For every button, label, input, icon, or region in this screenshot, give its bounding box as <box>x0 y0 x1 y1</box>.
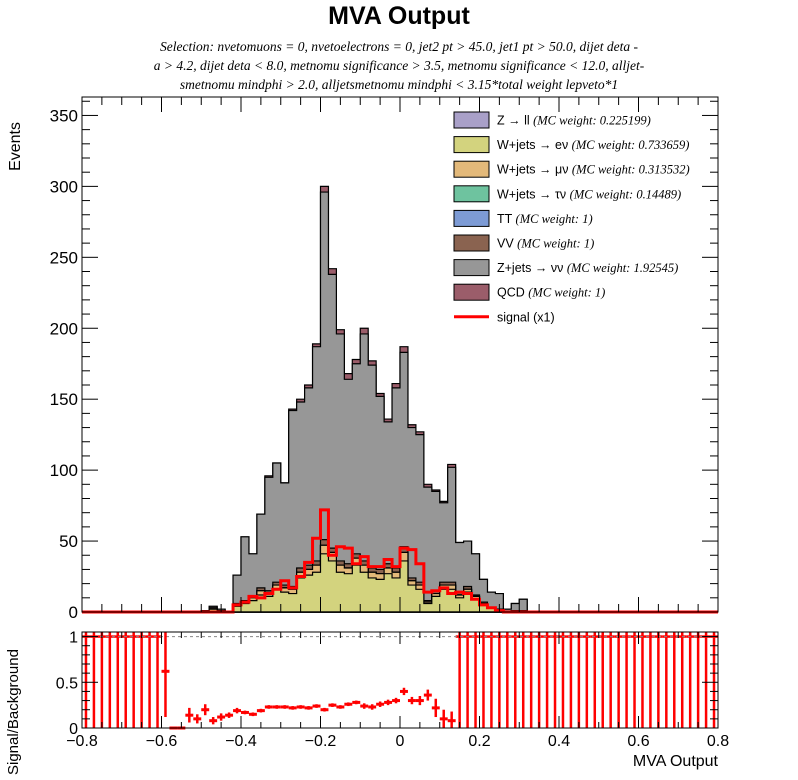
ratio-point <box>392 697 400 704</box>
main-y-tick-label: 350 <box>50 106 78 125</box>
main-plot: 0 50 100 150 200 250 300 350 <box>50 96 719 622</box>
legend: Z → ll (MC weight: 0.225199) W+jets → eν … <box>453 111 690 324</box>
legend-swatch-znunu <box>453 259 490 277</box>
legend-label-signal: signal (x1) <box>497 310 555 324</box>
ratio-point <box>344 702 353 707</box>
ratio-point <box>288 706 297 710</box>
ratio-point <box>304 706 313 710</box>
ratio-point <box>368 704 377 710</box>
main-y-tick-label: 50 <box>59 532 78 551</box>
legend-label-tt: TT (MC weight: 1) <box>497 212 593 226</box>
ratio-point <box>415 696 424 706</box>
ratio-point <box>256 708 265 713</box>
legend-label-wtaunu: W+jets → τν (MC weight: 0.14489) <box>497 187 681 201</box>
legend-swatch-tt <box>453 209 490 227</box>
selection-line-1: Selection: nvetomuons = 0, nvetoelectron… <box>160 39 638 54</box>
legend-entry-wenu: W+jets → eν (MC weight: 0.733659) <box>453 136 689 154</box>
legend-entry-tt: TT (MC weight: 1) <box>453 209 593 227</box>
legend-entry-vv: VV (MC weight: 1) <box>453 234 594 252</box>
ratio-y-tick-label: 0.5 <box>56 675 78 692</box>
ratio-x-tick-label: −0.2 <box>305 733 337 750</box>
ratio-y-axis-label: Signal/Background <box>5 649 22 775</box>
ratio-point <box>328 703 337 707</box>
ratio-point <box>384 699 393 706</box>
ratio-frame <box>81 631 719 729</box>
ratio-x-tick-label: 0.2 <box>468 733 490 750</box>
legend-swatch-wtaunu <box>453 185 490 203</box>
ratio-point <box>185 707 194 723</box>
ratio-point <box>400 687 408 696</box>
ratio-point <box>248 712 257 717</box>
legend-entry-wmunu: W+jets → μν (MC weight: 0.313532) <box>453 160 690 178</box>
legend-label-zll: Z → ll (MC weight: 0.225199) <box>497 114 651 128</box>
legend-swatch-qcd <box>453 283 490 301</box>
legend-label-vv: VV (MC weight: 1) <box>497 237 594 251</box>
ratio-point <box>193 714 202 724</box>
ratio-x-tick-label: 0 <box>396 733 405 750</box>
ratio-point <box>320 707 329 712</box>
ratio-point <box>280 705 289 709</box>
ratio-point <box>336 705 345 709</box>
ratio-x-tick-label: 0.8 <box>707 733 729 750</box>
ratio-point <box>376 701 385 707</box>
selection-line-2: a > 4.2, dijet deta < 8.0, metnomu signi… <box>154 58 645 73</box>
legend-entry-signal: signal (x1) <box>454 310 555 324</box>
ratio-point <box>447 711 456 728</box>
ratio-point <box>264 705 273 709</box>
ratio-point <box>360 703 369 709</box>
ratio-y-tick-label: 1 <box>69 630 78 647</box>
ratio-x-tick-label: 0.4 <box>548 733 570 750</box>
ratio-point <box>431 698 440 718</box>
legend-entry-znunu: Z+jets → νν (MC weight: 1.92545) <box>453 259 678 277</box>
legend-swatch-vv <box>453 234 490 252</box>
ratio-point <box>312 704 321 708</box>
ratio-point <box>225 712 234 718</box>
legend-swatch-wenu <box>453 136 490 154</box>
legend-swatch-zll <box>453 111 490 129</box>
main-y-tick-label: 100 <box>50 461 78 480</box>
legend-label-wenu: W+jets → eν (MC weight: 0.733659) <box>497 138 689 152</box>
legend-label-qcd: QCD (MC weight: 1) <box>497 286 605 300</box>
selection-line-3: smetnomu mindphi > 2.0, alljetsmetnomu m… <box>180 77 618 92</box>
main-y-axis-label: Events <box>7 122 24 171</box>
ratio-point <box>423 689 432 701</box>
main-y-tick-label: 0 <box>69 603 78 622</box>
legend-swatch-wmunu <box>453 160 490 178</box>
legend-label-znunu: Z+jets → νν (MC weight: 1.92545) <box>497 261 678 275</box>
legend-entry-zll: Z → ll (MC weight: 0.225199) <box>453 111 651 129</box>
ratio-point <box>217 713 226 721</box>
ratio-point <box>161 632 170 718</box>
ratio-x-tick-label: −0.6 <box>146 733 178 750</box>
ratio-point <box>209 717 218 725</box>
ratio-point <box>296 705 305 709</box>
ratio-x-tick-label: 0.6 <box>627 733 649 750</box>
ratio-point <box>201 704 210 716</box>
ratio-point <box>241 710 249 715</box>
ratio-plot: 0 0.5 1 −0.8 −0.6 −0.4 −0.2 0 0.2 0.4 0.6 0.8 <box>56 630 729 750</box>
main-y-tick-label: 250 <box>50 248 78 267</box>
ratio-x-tick-label: −0.8 <box>66 733 98 750</box>
chart-title: MVA Output <box>328 2 470 30</box>
main-y-tick-label: 200 <box>50 319 78 338</box>
ratio-point <box>407 696 416 705</box>
legend-label-wmunu: W+jets → μν (MC weight: 0.313532) <box>497 163 690 177</box>
main-y-tick-label: 300 <box>50 177 78 196</box>
ratio-y-tick-label: 0 <box>69 721 78 738</box>
ratio-point <box>272 705 281 709</box>
ratio-point <box>352 700 361 705</box>
main-y-tick-label: 150 <box>50 390 78 409</box>
legend-entry-qcd: QCD (MC weight: 1) <box>453 283 605 301</box>
legend-entry-wtaunu: W+jets → τν (MC weight: 0.14489) <box>453 185 681 203</box>
ratio-point <box>233 707 241 714</box>
ratio-x-tick-label: −0.4 <box>225 733 257 750</box>
x-axis-label: MVA Output <box>633 753 719 770</box>
ratio-point <box>439 709 448 728</box>
